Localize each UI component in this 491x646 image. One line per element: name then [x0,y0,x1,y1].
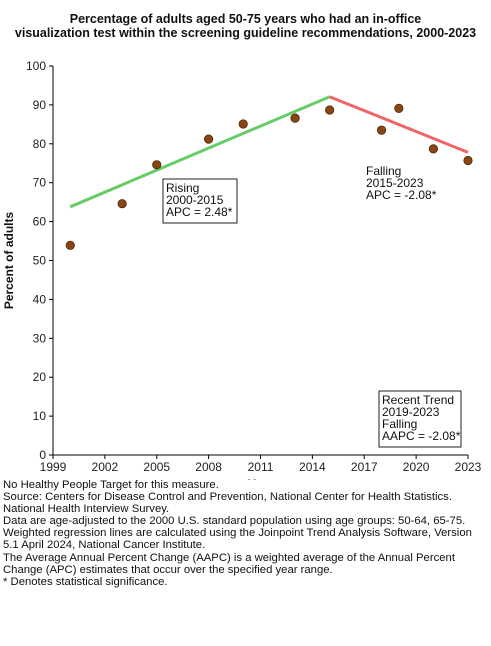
annotation-rising-box [162,178,238,224]
y-tick-label: 0 [39,448,46,462]
chart-title: Percentage of adults aged 50-75 years wh… [0,12,491,40]
x-tick-label: 2002 [92,460,119,474]
data-point [152,160,162,170]
y-tick-label: 100 [26,59,46,73]
y-tick-label: 60 [33,215,47,229]
annotation-rising-text: APC = 2.48* [166,205,233,219]
annotation-recent-trend-text: Falling [382,417,417,431]
x-tick-label: 2017 [351,460,378,474]
data-point [204,134,214,144]
data-point [428,144,439,154]
annotation-recent-trend-box [378,390,462,448]
annotation-falling-text: Falling [366,164,401,178]
x-tick-label: 2020 [403,460,430,474]
annotation-rising-text: Rising [166,181,199,195]
annotation-recent-trend-text: Recent Trend [382,393,454,407]
chart: 0 10 20 30 40 50 60 70 80 90 100 1999 2002 2005 2008 20… [2,59,482,480]
x-tick-label: 2005 [143,460,170,474]
data-point [290,113,300,123]
y-axis-label: Percent of adults [2,212,16,310]
annotation-falling-text: APC = -2.08* [366,188,437,202]
x-tick-label: 2008 [195,460,222,474]
data-point [325,105,335,115]
annotation-falling-text: 2015-2023 [366,176,424,190]
y-tick-label: 10 [33,409,47,423]
data-point [463,155,473,166]
chart-title-line-1: Percentage of adults aged 50-75 years wh… [69,12,422,26]
x-tick-label: 2023 [455,460,482,474]
data-point [394,103,404,114]
y-tick-label: 70 [33,176,47,190]
data-point [65,240,75,250]
y-tick-label: 40 [33,292,47,306]
trend-line-rising [69,95,331,209]
y-tick-label: 30 [33,331,47,345]
data-point [117,199,127,209]
annotation-recent-trend-text: 2019-2023 [382,405,440,419]
footnote-aapc: The Average Annual Percent Change (AAPC)… [3,551,455,576]
x-tick-label: 2014 [299,460,326,474]
annotation-falling-box [363,162,439,206]
footnote-significance: * Denotes statistical significance. [3,575,168,588]
annotation-recent-trend-text: AAPC = -2.08* [382,429,461,443]
chart-title-line-2: visualization test within the screening … [14,26,477,40]
y-tick-label: 20 [33,370,47,384]
footnote-source: Source: Centers for Disease Control and … [3,491,452,516]
footnote-target: No Healthy People Target for this measur… [3,479,219,491]
y-tick-label: 50 [33,254,47,268]
y-tick-label: 90 [33,98,47,112]
data-point [376,125,387,135]
annotation-rising-text: 2000-2015 [166,193,224,207]
y-tick-label: 80 [33,137,47,151]
footnotes: No Healthy People Target for this measur… [3,479,489,588]
x-tick-label: 2011 [248,460,274,474]
trend-line-falling [329,95,469,154]
data-point [238,119,248,129]
footnote-age-adjustment: Data are age-adjusted to the 2000 U.S. s… [3,515,466,528]
footnote-regression: Weighted regression lines are calculated… [3,527,472,552]
x-axis-label: Year [248,477,274,480]
x-tick-label: 1999 [40,460,67,474]
